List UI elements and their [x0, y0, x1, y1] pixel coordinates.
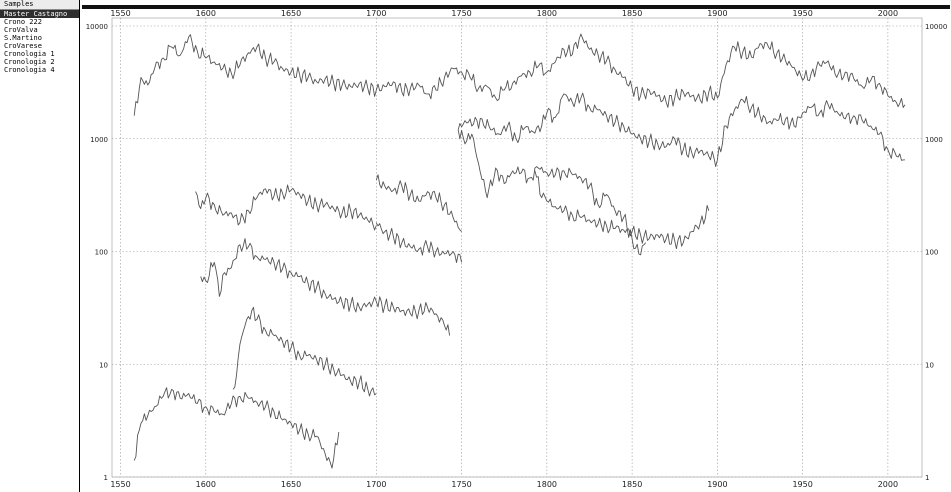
x-tick-label-bottom: 2000 [878, 480, 898, 489]
sample-item[interactable]: CroVarese [4, 42, 42, 50]
y-tick-label-left: 100 [95, 249, 108, 257]
series-line [457, 92, 905, 167]
x-tick-label-top: 1600 [196, 9, 216, 18]
sample-item[interactable]: Cronologia 1 [4, 50, 55, 58]
sample-item[interactable]: Cronologia 2 [4, 58, 55, 66]
x-tick-label-bottom: 1800 [537, 480, 557, 489]
sample-list-header: Samples [0, 0, 79, 10]
x-tick-label-top: 1550 [110, 9, 130, 18]
chronology-plot[interactable]: 1550 1550 1600 1600 1650 1650 1700 1700 1750 1750… [82, 6, 951, 492]
x-tick-label-bottom: 1750 [451, 480, 471, 489]
x-tick-label-top: 1850 [622, 9, 642, 18]
y-tick-label-left: 10 [99, 361, 108, 369]
x-tick-label-bottom: 1950 [792, 480, 812, 489]
sample-item[interactable]: S.Martino [4, 34, 42, 42]
y-tick-label-right: 100 [925, 249, 938, 257]
axis-tick-labels: 1550 1550 1600 1600 1650 1650 1700 1700 1750 1750… [86, 9, 948, 489]
sample-item[interactable]: Master Castagno [0, 10, 79, 18]
y-tick-label-right: 1000 [925, 136, 943, 144]
series-line [457, 129, 647, 256]
x-tick-label-top: 1950 [792, 9, 812, 18]
x-tick-label-bottom: 1550 [110, 480, 130, 489]
plot-top-border [82, 5, 950, 9]
series-line [200, 238, 451, 336]
x-tick-label-top: 1650 [281, 9, 301, 18]
series-line [133, 33, 906, 116]
x-tick-label-top: 1800 [537, 9, 557, 18]
series-line [195, 184, 377, 231]
series-line [534, 170, 710, 250]
y-tick-label-right: 10000 [925, 23, 947, 31]
grid-lines [111, 17, 923, 478]
y-tick-label-right: 1 [925, 474, 929, 482]
series-line [375, 174, 462, 232]
sample-item[interactable]: Cronologia 4 [4, 66, 55, 74]
x-tick-label-top: 1900 [707, 9, 727, 18]
sample-item[interactable]: Crono 222 [4, 18, 42, 26]
series-line [232, 306, 377, 397]
x-tick-label-top: 1750 [451, 9, 471, 18]
sample-list: Samples Master Castagno Crono 222 CroVal… [0, 0, 80, 492]
series-line [375, 222, 463, 263]
x-tick-label-top: 2000 [878, 9, 898, 18]
y-tick-label-left: 1 [104, 474, 108, 482]
y-tick-label-left: 1000 [90, 136, 108, 144]
series-lines [133, 33, 906, 469]
x-tick-label-bottom: 1650 [281, 480, 301, 489]
y-tick-label-right: 10 [925, 361, 934, 369]
x-tick-label-bottom: 1900 [707, 480, 727, 489]
plot-area [111, 17, 923, 478]
series-line [133, 387, 340, 469]
y-tick-label-left: 10000 [86, 23, 108, 31]
sample-item[interactable]: CroValva [4, 26, 38, 34]
x-tick-label-bottom: 1600 [196, 480, 216, 489]
x-tick-label-bottom: 1850 [622, 480, 642, 489]
x-tick-label-top: 1700 [366, 9, 386, 18]
x-tick-label-bottom: 1700 [366, 480, 386, 489]
